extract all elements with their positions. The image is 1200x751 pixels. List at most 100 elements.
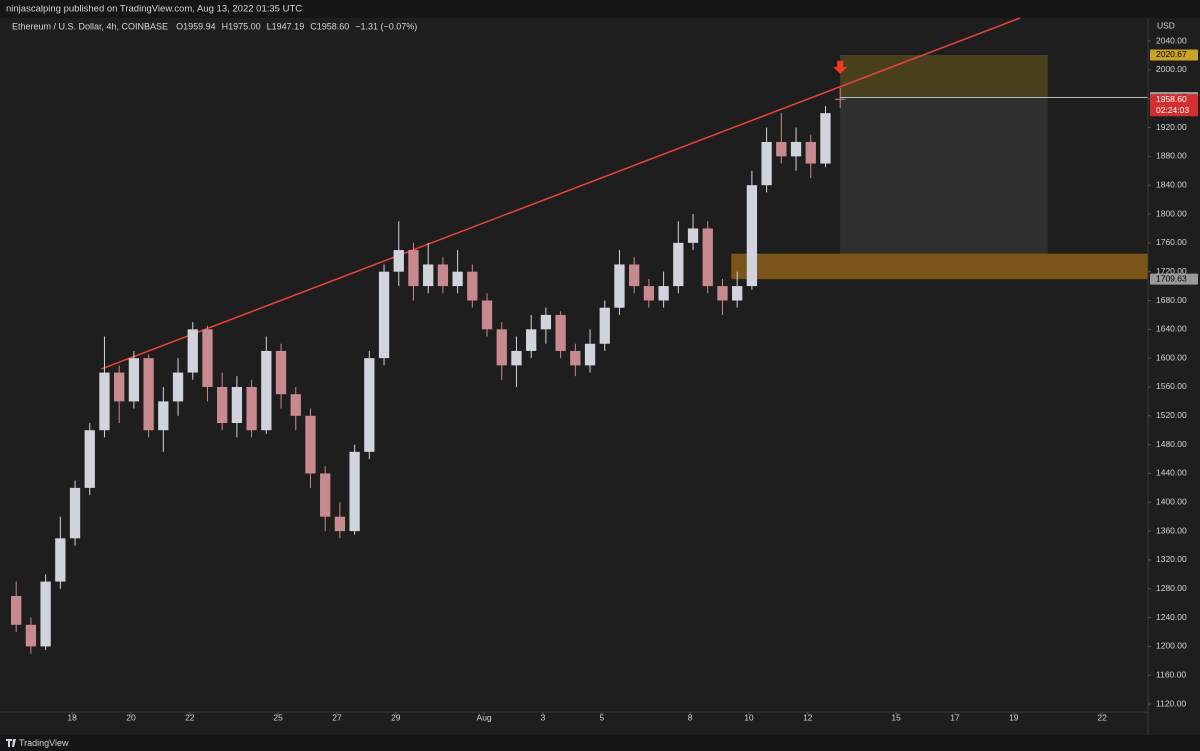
price-badge [1150,49,1198,61]
y-tick-label: 1200.00 [1156,641,1187,651]
y-tick-label: 1240.00 [1156,612,1187,622]
price-badge [1150,94,1198,117]
x-tick-label: 22 [1097,712,1107,722]
y-tick-label: 1680.00 [1156,295,1187,305]
candle-body [290,394,301,416]
candle-body [99,372,110,431]
y-tick-label: 1520.00 [1156,410,1187,420]
footer-logo [6,739,16,747]
candle-body [673,242,684,287]
candle-body [687,228,699,243]
candle-body [437,264,449,287]
symbol: Ethereum / U.S. Dollar, 4h, COINBASE [12,21,168,31]
candle-body [378,271,390,359]
candle-body [364,358,375,452]
y-tick-label: 1720.00 [1156,266,1187,276]
candle-body [540,314,552,330]
candle-body [732,286,743,301]
candle-body [467,271,478,301]
legend: Ethereum / U.S. Dollar, 4h, COINBASE O195… [12,21,417,31]
y-tick-label: 1320.00 [1156,554,1187,564]
y-tick-label: 1400.00 [1156,497,1187,507]
candle-body [599,307,610,344]
x-tick-label: 10 [744,712,754,722]
candle-body [172,372,184,402]
candle-body [408,250,419,287]
price-badge-label: 1958.60 [1156,94,1187,104]
candle-body [231,386,243,424]
arrow-marker [833,60,848,74]
publisher-line: ninjascalping published on TradingView.c… [6,4,302,15]
candle-body [320,473,331,517]
candle-body [835,98,846,100]
x-tick-label: 18 [67,712,77,722]
x-tick-label: 8 [688,712,693,722]
candle-body [790,141,802,157]
y-tick-label: 1440.00 [1156,468,1187,478]
zone-box [731,253,1148,280]
candle-body [423,264,434,287]
ohlc-value: L1947.19 [267,21,305,31]
x-tick-label: 25 [273,712,283,722]
candle-body [511,350,522,366]
candle-body [717,286,728,301]
footer-bar [0,735,1200,751]
candle-body [187,329,198,373]
y-tick-label: 2000.00 [1156,64,1187,74]
candle-body [761,141,772,186]
y-tick-label: 1880.00 [1156,151,1187,161]
candle-body [202,329,213,387]
x-tick-label: 22 [185,712,195,722]
y-tick-label: 1280.00 [1156,583,1187,593]
y-tick-label: 1560.00 [1156,381,1187,391]
candle-body [452,271,463,287]
candle-body [84,430,95,488]
zone-box [840,97,1048,280]
candle-body [820,113,831,164]
candle-body [246,386,257,431]
y-tick-label: 1840.00 [1156,179,1187,189]
candle-body [526,329,537,351]
x-tick-label: 20 [126,712,136,722]
x-tick-label: 27 [332,712,342,722]
y-tick-label: 1480.00 [1156,439,1187,449]
trend-line [101,17,1021,370]
footer-brand: TradingView [19,738,69,748]
candle-body [25,624,37,647]
candle-body [158,401,169,431]
x-tick-label: 19 [1009,712,1019,722]
y-tick-label: 2040.00 [1156,35,1187,45]
x-tick-label: Aug [477,712,492,722]
candle-body [334,516,346,532]
y-tick-label: 1160.00 [1156,669,1186,679]
candle-body [114,372,125,402]
candle-body [349,451,360,532]
candle-body [629,264,640,287]
candle-body [702,228,713,287]
candle-body [658,286,669,301]
x-tick-label: 5 [599,712,604,722]
price-badge-label: 2020.67 [1156,49,1187,59]
candle-body [805,141,816,164]
x-tick-label: 29 [391,712,401,722]
candle-body [217,386,228,424]
y-tick-label: 1360.00 [1156,525,1187,535]
candle-body [584,343,596,366]
candle-body [481,300,493,330]
candle-body [128,358,140,402]
candle-body [305,415,316,474]
candle-body [143,358,154,431]
candle-body [496,329,507,366]
candles [11,87,846,654]
ohlc-value: O1959.94 [176,21,216,31]
ohlc-value: C1958.60 [310,21,349,31]
publisher-bar [0,0,1200,18]
candle-body [11,595,22,625]
candle-body [261,350,272,431]
candle-body [555,314,566,351]
countdown: 02:24:03 [1156,105,1189,115]
candle-body [776,141,787,157]
